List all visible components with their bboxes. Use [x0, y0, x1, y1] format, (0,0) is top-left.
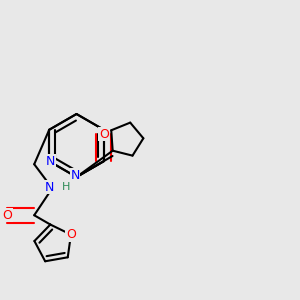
Text: N: N	[45, 181, 54, 194]
Text: O: O	[2, 209, 12, 222]
Text: O: O	[66, 228, 76, 241]
Text: N: N	[70, 169, 80, 182]
Text: N: N	[46, 155, 56, 168]
Text: O: O	[99, 128, 109, 141]
Text: H: H	[62, 182, 70, 192]
